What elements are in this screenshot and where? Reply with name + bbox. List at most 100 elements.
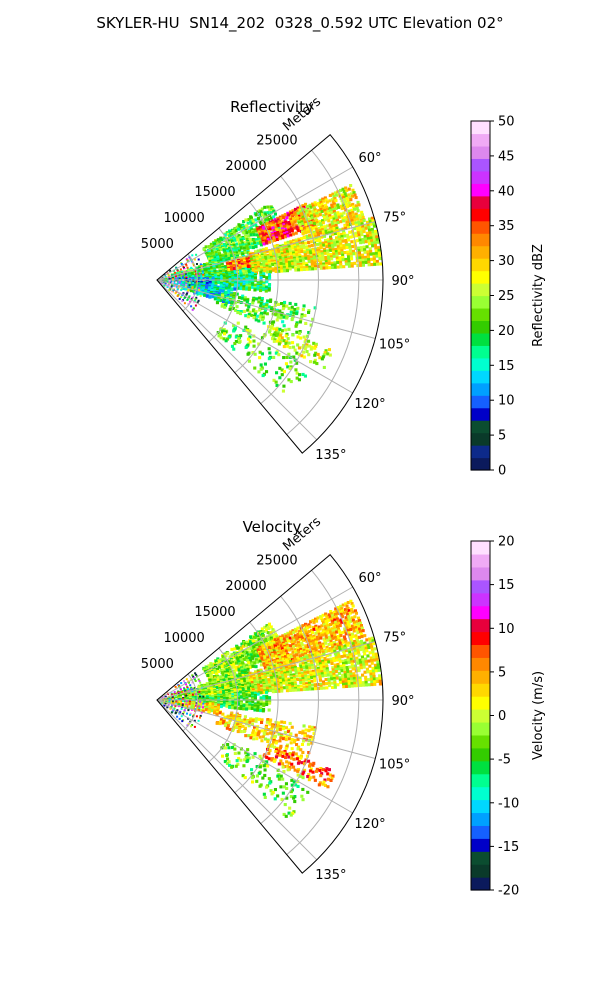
data-cell xyxy=(325,224,329,228)
data-cell xyxy=(294,368,298,372)
data-cell xyxy=(339,204,343,208)
data-cell xyxy=(239,334,243,338)
data-cell xyxy=(229,664,233,668)
data-cell xyxy=(345,220,349,224)
data-cell xyxy=(296,211,300,215)
data-cell xyxy=(226,682,230,686)
data-cell xyxy=(282,643,286,647)
data-cell xyxy=(298,630,302,634)
data-cell xyxy=(297,657,301,661)
data-cell xyxy=(288,644,292,648)
data-cell xyxy=(302,260,306,264)
data-cell xyxy=(365,245,369,249)
data-cell xyxy=(266,237,270,241)
data-cell xyxy=(220,280,224,284)
data-cell xyxy=(304,256,308,260)
data-cell xyxy=(373,241,377,245)
data-cell xyxy=(195,282,198,285)
data-cell xyxy=(249,216,253,220)
colorbar-tick-label: 45 xyxy=(498,149,515,164)
data-cell xyxy=(300,658,304,662)
data-cell xyxy=(352,621,356,625)
data-cell xyxy=(219,247,223,251)
data-cell xyxy=(320,235,324,239)
data-cell xyxy=(314,624,318,628)
data-cell xyxy=(364,237,368,241)
data-cell xyxy=(276,262,280,266)
data-cell xyxy=(264,212,268,216)
data-cell xyxy=(278,655,282,659)
data-cell xyxy=(294,671,298,675)
data-cell xyxy=(295,323,299,327)
data-cell xyxy=(302,245,306,249)
data-cell xyxy=(337,235,341,239)
data-cell xyxy=(364,644,368,648)
data-cell xyxy=(344,602,348,606)
data-cell xyxy=(305,247,309,251)
data-cell xyxy=(307,353,311,357)
data-cell xyxy=(321,221,325,225)
data-cell xyxy=(327,212,331,216)
data-cell xyxy=(322,621,326,625)
data-cell xyxy=(356,622,360,626)
data-cell xyxy=(208,272,212,276)
data-cell xyxy=(246,352,250,356)
data-cell xyxy=(218,665,222,669)
data-cell xyxy=(176,285,180,289)
data-cell xyxy=(278,309,282,313)
data-cell xyxy=(281,647,285,651)
data-cell xyxy=(217,263,221,267)
data-cell xyxy=(254,238,258,242)
data-cell xyxy=(218,253,222,257)
data-cell xyxy=(293,260,297,264)
data-cell xyxy=(286,631,290,635)
data-cell xyxy=(307,258,311,262)
data-cell xyxy=(339,634,343,638)
data-cell xyxy=(324,612,328,616)
data-cell xyxy=(205,283,209,287)
data-cell xyxy=(348,653,352,657)
data-cell xyxy=(335,254,339,258)
data-cell xyxy=(245,237,249,241)
colorbar-tick-label: 40 xyxy=(498,184,515,199)
data-cell xyxy=(303,219,307,223)
data-cell xyxy=(327,259,331,263)
data-cell xyxy=(342,664,346,668)
data-cell xyxy=(291,223,295,227)
data-cell xyxy=(235,254,239,258)
data-cell xyxy=(220,684,224,688)
data-cell xyxy=(221,246,225,250)
data-cell xyxy=(186,290,189,293)
data-cell xyxy=(295,376,299,380)
data-cell xyxy=(353,615,357,619)
colorbar-segment xyxy=(471,145,490,159)
data-cell xyxy=(259,680,263,684)
data-cell xyxy=(349,184,353,188)
data-cell xyxy=(250,313,254,317)
data-cell xyxy=(271,654,275,658)
data-cell xyxy=(164,275,167,278)
data-cell xyxy=(297,216,301,220)
data-cell xyxy=(346,653,350,657)
data-cell xyxy=(331,636,335,640)
data-cell xyxy=(351,604,355,608)
data-cell xyxy=(279,224,283,228)
data-cell xyxy=(371,219,375,223)
data-cell xyxy=(263,625,267,629)
data-cell xyxy=(271,337,275,341)
grid-spoke xyxy=(156,279,353,394)
data-cell xyxy=(296,641,300,645)
data-cell xyxy=(331,614,335,618)
data-cell xyxy=(283,269,287,273)
data-cell xyxy=(330,634,334,638)
data-cell xyxy=(312,341,316,345)
data-cell xyxy=(378,262,382,266)
data-cell xyxy=(160,282,163,285)
data-cell xyxy=(302,344,306,348)
data-cell xyxy=(285,314,289,318)
data-cell xyxy=(293,655,297,659)
data-cell xyxy=(282,315,286,319)
data-cell xyxy=(195,296,198,299)
data-cell xyxy=(367,263,371,267)
data-cell xyxy=(296,667,300,671)
